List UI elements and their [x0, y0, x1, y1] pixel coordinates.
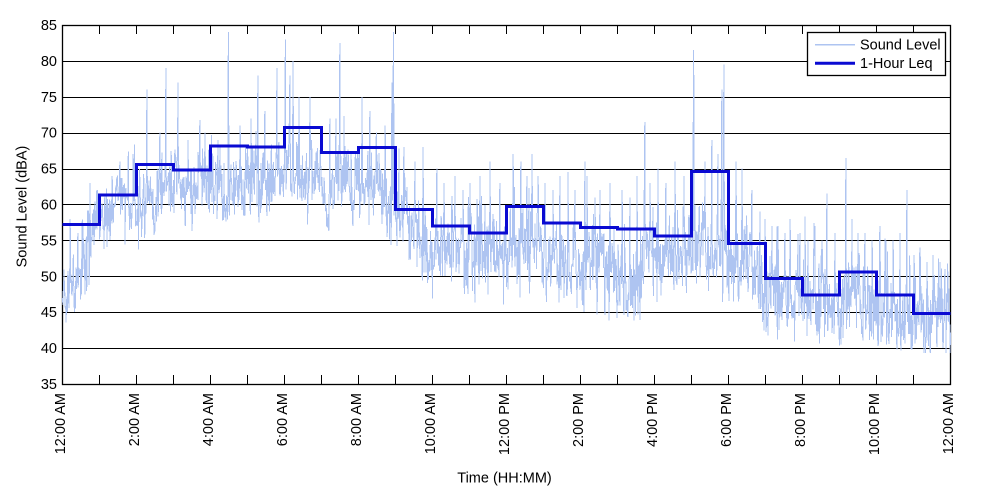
svg-text:Sound Level: Sound Level [860, 38, 941, 54]
svg-text:8:00 AM: 8:00 AM [349, 393, 365, 446]
svg-text:12:00 AM: 12:00 AM [941, 393, 957, 454]
svg-text:2:00 AM: 2:00 AM [127, 393, 143, 446]
svg-text:10:00 AM: 10:00 AM [423, 393, 439, 454]
svg-text:12:00 AM: 12:00 AM [53, 393, 69, 454]
svg-text:12:00 PM: 12:00 PM [497, 393, 513, 455]
svg-text:45: 45 [41, 305, 57, 321]
svg-text:70: 70 [41, 126, 57, 142]
svg-text:1-Hour Leq: 1-Hour Leq [860, 56, 933, 72]
svg-text:65: 65 [41, 162, 57, 178]
svg-text:35: 35 [41, 377, 57, 393]
svg-text:40: 40 [41, 341, 57, 357]
svg-text:8:00 PM: 8:00 PM [793, 393, 809, 447]
svg-text:75: 75 [41, 90, 57, 106]
svg-text:2:00 PM: 2:00 PM [571, 393, 587, 447]
svg-text:Time (HH:MM): Time (HH:MM) [457, 471, 552, 487]
svg-text:55: 55 [41, 233, 57, 249]
svg-text:10:00 PM: 10:00 PM [867, 393, 883, 455]
svg-text:6:00 PM: 6:00 PM [719, 393, 735, 447]
svg-text:6:00 AM: 6:00 AM [275, 393, 291, 446]
svg-text:85: 85 [41, 18, 57, 34]
svg-text:60: 60 [41, 198, 57, 214]
svg-text:4:00 PM: 4:00 PM [645, 393, 661, 447]
svg-text:4:00 AM: 4:00 AM [201, 393, 217, 446]
svg-text:50: 50 [41, 269, 57, 285]
svg-text:80: 80 [41, 54, 57, 70]
svg-text:Sound Level (dBA): Sound Level (dBA) [15, 146, 31, 268]
